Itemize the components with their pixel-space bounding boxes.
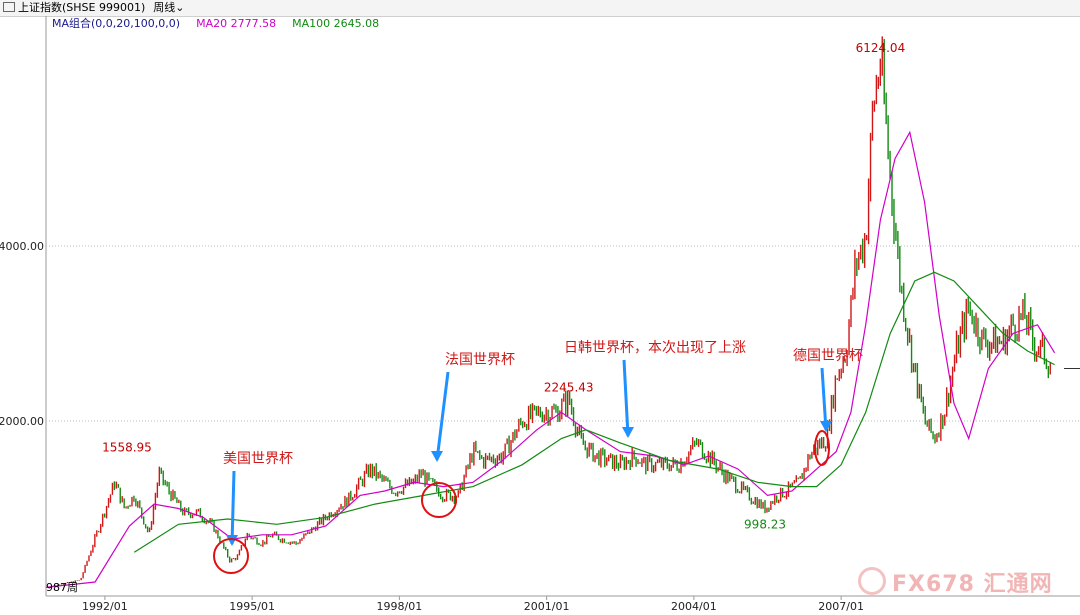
y-tick-label: 4000.00 (0, 240, 44, 253)
period-label: 周线 (153, 1, 176, 14)
arrow-head-icon (820, 421, 832, 432)
x-tick-label: 2004/01 (671, 600, 717, 613)
y-tick-label: 2000.00 (0, 415, 44, 428)
trough-label: 998.23 (744, 518, 786, 532)
event-circle (421, 482, 457, 518)
period-selector[interactable]: 周线⌄ (153, 1, 184, 14)
x-tick-label: 2007/01 (818, 600, 864, 613)
arrow-head-icon (431, 451, 443, 462)
event-label: 法国世界杯 (445, 352, 515, 368)
peak-label: 1558.95 (102, 441, 152, 455)
legend-ma-group[interactable]: MA组合(0,0,20,100,0,0) (52, 17, 181, 30)
event-arrow (622, 359, 630, 437)
peak-label: 2245.43 (544, 381, 594, 395)
ma100-line (133, 271, 1055, 553)
chevron-down-icon: ⌄ (175, 1, 185, 14)
fx678-logo-icon (858, 567, 886, 595)
peak-label: 6124.04 (856, 41, 906, 55)
event-arrow (230, 470, 236, 545)
event-label: 美国世界杯 (223, 451, 293, 467)
ma20-line (45, 130, 1056, 588)
arrow-head-icon (622, 427, 634, 438)
x-tick-label: 2001/01 (524, 600, 570, 613)
legend-ma100: MA100 2645.08 (292, 17, 380, 30)
x-tick-label: 1992/01 (82, 600, 128, 613)
watermark-text: FX678 汇通网 (892, 572, 1053, 597)
title-bar: 上证指数(SHSE 999001) 周线⌄ (0, 0, 1080, 17)
bar-count-label: 987周 (46, 581, 78, 594)
price-candles (45, 36, 1051, 588)
event-label: 德国世界杯 (793, 348, 863, 364)
event-arrow (820, 367, 828, 431)
event-circle (213, 538, 249, 574)
ma-legend: MA组合(0,0,20,100,0,0) MA20 2777.58 MA100 26… (52, 17, 379, 31)
legend-ma20: MA20 2777.58 (196, 17, 277, 30)
event-label: 日韩世界杯，本次出现了上涨 (564, 340, 746, 356)
watermark: FX678 汇通网 (858, 566, 1053, 598)
arrow-head-icon (226, 535, 238, 546)
event-circle (814, 430, 830, 466)
x-tick-label: 1995/01 (229, 600, 275, 613)
x-tick-label: 1998/01 (377, 600, 423, 613)
event-arrow (435, 371, 450, 461)
index-name: 上证指数(SHSE 999001) (18, 1, 146, 14)
window-icon (3, 2, 15, 12)
